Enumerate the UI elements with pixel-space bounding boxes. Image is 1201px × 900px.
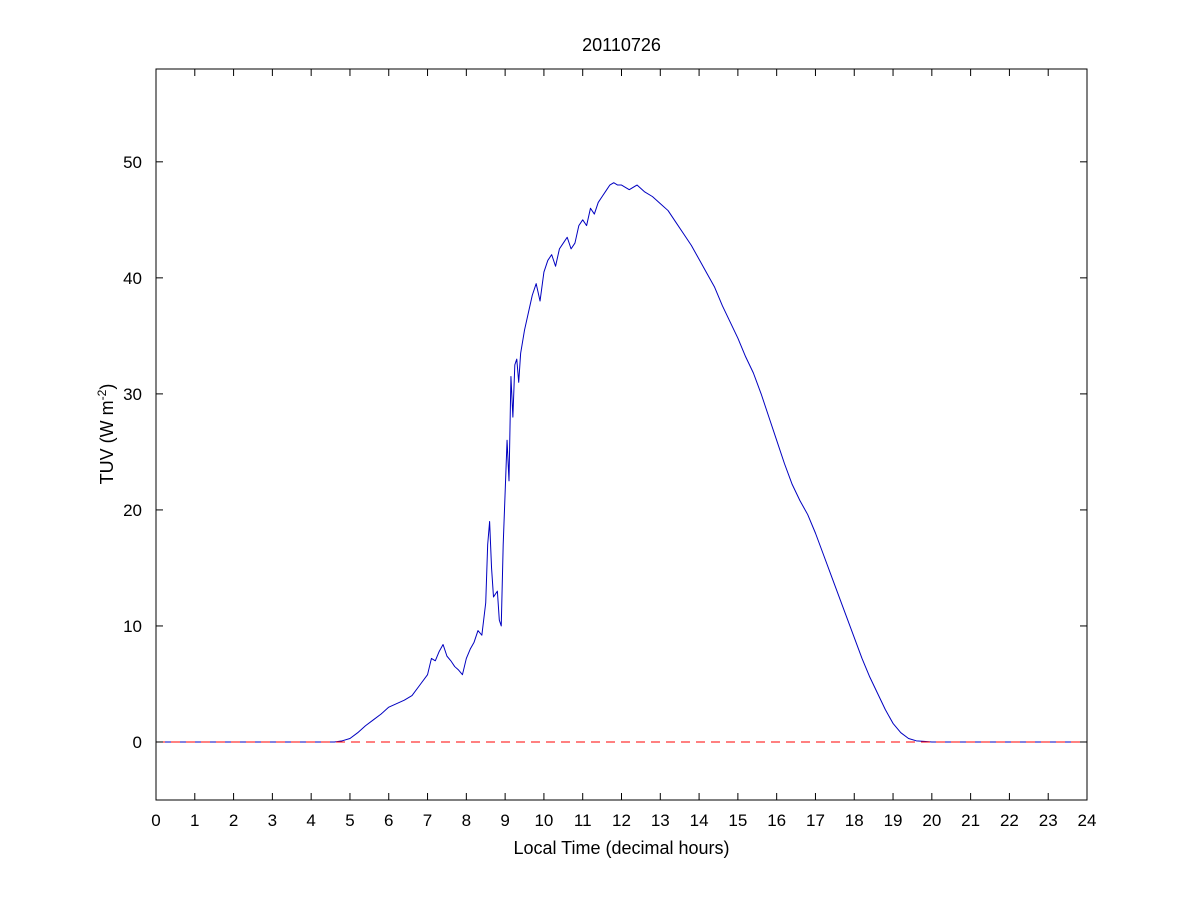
y-tick-label-4: 40 xyxy=(123,269,142,288)
x-tick-label-20: 20 xyxy=(922,811,941,830)
x-tick-label-24: 24 xyxy=(1078,811,1097,830)
x-tick-label-7: 7 xyxy=(423,811,432,830)
x-tick-label-5: 5 xyxy=(345,811,354,830)
x-tick-label-3: 3 xyxy=(268,811,277,830)
x-tick-label-18: 18 xyxy=(845,811,864,830)
x-tick-label-13: 13 xyxy=(651,811,670,830)
chart-title: 20110726 xyxy=(582,35,661,55)
x-tick-label-16: 16 xyxy=(767,811,786,830)
x-tick-label-8: 8 xyxy=(462,811,471,830)
x-axis-label: Local Time (decimal hours) xyxy=(513,838,729,858)
y-tick-label-3: 30 xyxy=(123,385,142,404)
y-axis-label-close: ) xyxy=(97,384,117,390)
x-tick-label-19: 19 xyxy=(884,811,903,830)
x-tick-label-10: 10 xyxy=(534,811,553,830)
x-tick-label-14: 14 xyxy=(690,811,709,830)
y-tick-label-5: 50 xyxy=(123,153,142,172)
x-tick-label-1: 1 xyxy=(190,811,199,830)
x-tick-label-17: 17 xyxy=(806,811,825,830)
x-tick-label-9: 9 xyxy=(500,811,509,830)
tuv-series-line xyxy=(156,182,1087,743)
ticks-layer: 0 1 2 3 4 5 6 7 8 9 10 11 12 13 14 15 16 17 18 19 20 21 22 23 24… xyxy=(123,69,1096,830)
y-axis-label-sup: -2 xyxy=(95,389,109,400)
x-tick-label-21: 21 xyxy=(961,811,980,830)
y-tick-label-2: 20 xyxy=(123,501,142,520)
x-tick-label-22: 22 xyxy=(1000,811,1019,830)
x-tick-label-4: 4 xyxy=(306,811,315,830)
x-tick-label-12: 12 xyxy=(612,811,631,830)
y-tick-label-1: 10 xyxy=(123,617,142,636)
x-tick-label-15: 15 xyxy=(728,811,747,830)
x-tick-label-11: 11 xyxy=(574,811,592,830)
x-tick-label-23: 23 xyxy=(1039,811,1058,830)
x-tick-label-2: 2 xyxy=(229,811,238,830)
series-layer xyxy=(156,182,1087,743)
y-axis-label-main: TUV (W m xyxy=(97,400,117,484)
y-tick-label-0: 0 xyxy=(133,733,142,752)
x-tick-label-6: 6 xyxy=(384,811,393,830)
y-axis-label: TUV (W m-2) xyxy=(95,384,117,485)
plot-frame xyxy=(155,68,1088,801)
plot-area xyxy=(156,69,1087,800)
x-tick-label-0: 0 xyxy=(151,811,160,830)
